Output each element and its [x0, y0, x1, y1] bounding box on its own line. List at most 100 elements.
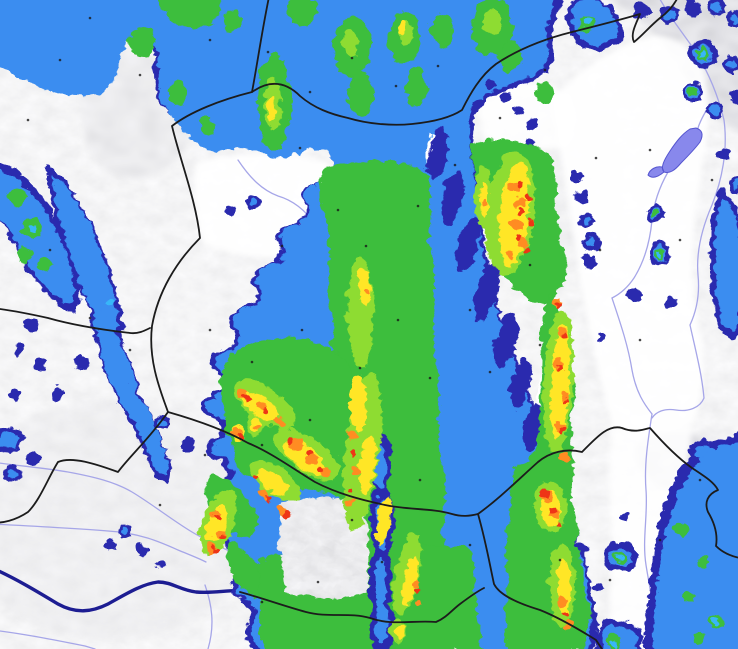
rain-cell	[715, 145, 729, 159]
red-cell	[281, 508, 289, 516]
orange-cell	[408, 577, 418, 587]
rain-green	[345, 69, 371, 115]
blue-core	[584, 235, 594, 245]
red-cell	[411, 587, 417, 593]
rain-streak-left-4-core	[128, 392, 166, 472]
town-dot	[364, 244, 368, 248]
town-dot	[316, 580, 320, 584]
rain-cell	[728, 88, 738, 102]
rain-green	[35, 255, 49, 269]
rain-green	[404, 66, 426, 104]
lake-body	[647, 127, 703, 178]
town-dot	[128, 348, 132, 352]
yellow-central	[373, 494, 391, 542]
navy-dot	[483, 77, 493, 87]
town-dot	[418, 478, 422, 482]
red-cell	[514, 178, 522, 186]
rain-green-northwest-sheet	[156, 0, 218, 26]
rain-cell	[153, 557, 163, 567]
blue-core	[372, 556, 384, 608]
lake-outlet	[611, 171, 669, 299]
navy-dot	[511, 103, 521, 113]
rain-cell-core	[156, 416, 164, 424]
orange-cell	[412, 596, 420, 604]
green-core	[686, 86, 694, 94]
yellow-dot	[394, 623, 402, 637]
rain-green	[198, 116, 212, 134]
rain-cell-core	[246, 196, 254, 204]
town-dot	[394, 84, 398, 88]
orange-cell	[555, 595, 565, 605]
rain-cell	[49, 386, 61, 398]
rain-cell-core	[709, 0, 719, 9]
red-cell	[260, 405, 266, 411]
yellow-hook	[253, 466, 287, 494]
rain-green	[127, 25, 153, 55]
town-dot	[638, 338, 642, 342]
red-cell	[347, 446, 355, 454]
town-dot	[658, 538, 662, 542]
blue-core	[580, 214, 588, 222]
rain-band-east-edge-core	[712, 196, 737, 329]
rain-streak-left-2-core	[50, 172, 116, 331]
navy-dot	[497, 90, 507, 100]
red-cell	[263, 493, 269, 499]
orange-cell	[513, 195, 523, 205]
rain-navy-overlays	[366, 77, 627, 649]
town-dots	[26, 16, 714, 604]
rain-cell	[103, 537, 113, 547]
red-cell	[553, 299, 559, 305]
rain-cell	[662, 294, 674, 306]
town-dot	[308, 90, 312, 94]
orange-cell	[508, 216, 520, 228]
town-dot	[208, 38, 212, 42]
rain-cell-core	[729, 177, 738, 187]
border-southeast	[477, 513, 603, 649]
navy-streak	[507, 356, 529, 408]
rain-cell	[6, 386, 18, 398]
navy-streak	[454, 214, 478, 270]
yellow-central	[348, 372, 364, 428]
rain-green	[497, 40, 519, 70]
rain-cell	[631, 0, 649, 17]
cyan-core	[614, 552, 622, 560]
red-cell	[302, 448, 310, 456]
border-southwest-stub	[0, 308, 151, 335]
rain-green	[221, 7, 239, 29]
town-dot	[594, 156, 598, 160]
plain-east-corridor	[552, 35, 708, 430]
navy-streak	[426, 126, 446, 178]
yellow-core	[395, 17, 405, 33]
town-dot	[298, 146, 302, 150]
town-dot	[138, 73, 142, 77]
rain-cell	[32, 356, 44, 368]
orange-cell	[560, 451, 568, 459]
red-cell	[539, 488, 547, 496]
navy-dot	[580, 253, 594, 267]
navy-streak	[438, 168, 462, 224]
rain-green	[14, 244, 30, 260]
orange-cell	[273, 415, 283, 425]
town-dot	[468, 543, 472, 547]
rain-cell	[682, 0, 698, 14]
orange-cell	[349, 463, 359, 473]
rain-cell-core	[692, 442, 708, 454]
red-cell	[346, 485, 352, 491]
cyan-core	[107, 297, 113, 303]
rain-cell	[178, 436, 192, 450]
red-cell	[286, 434, 294, 442]
green-core	[694, 554, 706, 566]
town-dot	[598, 248, 602, 252]
town-dot	[436, 64, 440, 68]
red-cell	[546, 504, 554, 512]
navy-streak	[471, 260, 497, 320]
town-dot	[453, 163, 457, 167]
dry-bay-south-center	[277, 494, 366, 596]
navy-dot	[596, 331, 604, 339]
rain-cell-core	[118, 524, 126, 532]
yellow-central	[357, 432, 375, 492]
yellow-cluster	[555, 558, 569, 614]
rain-cell-core	[709, 103, 719, 113]
